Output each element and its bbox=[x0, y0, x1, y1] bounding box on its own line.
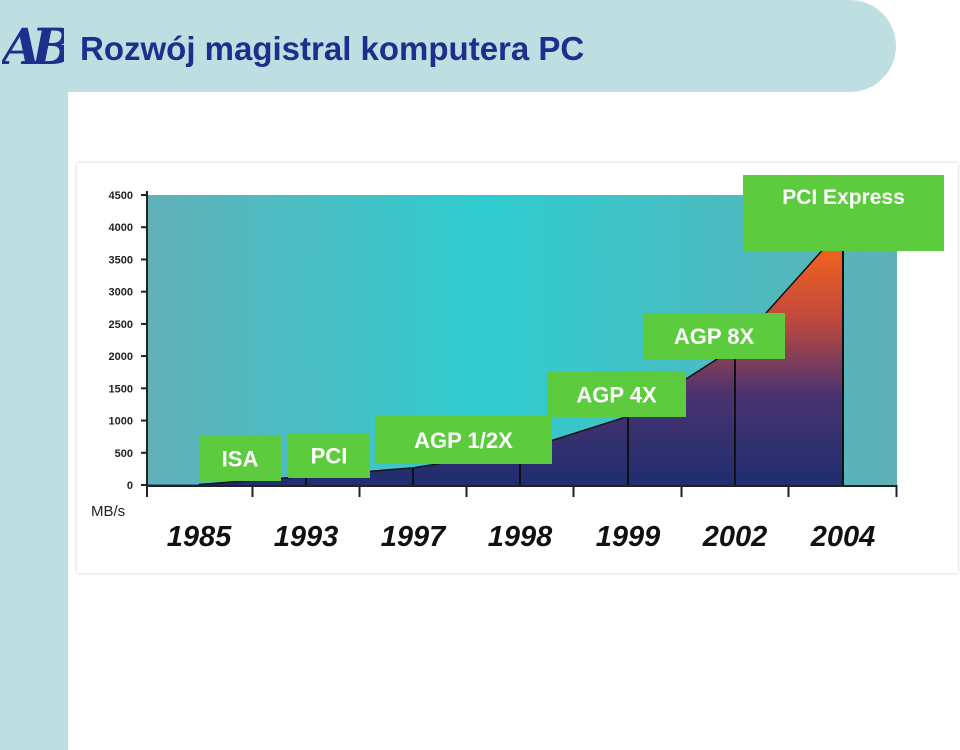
bus-label-box bbox=[199, 436, 281, 481]
bus-label-text: AGP 8X bbox=[674, 324, 755, 349]
bus-label-text: PCI bbox=[311, 444, 348, 469]
y-tick-label: 2000 bbox=[109, 351, 133, 363]
bus-label-text: AGP 1/2X bbox=[414, 428, 513, 453]
bus-label-box bbox=[547, 372, 686, 417]
y-unit-label: MB/s bbox=[91, 503, 125, 520]
bus-label-box bbox=[743, 175, 944, 251]
y-tick-label: 2500 bbox=[109, 319, 133, 331]
x-category-label: 2002 bbox=[702, 521, 768, 553]
header-band bbox=[0, 0, 896, 92]
x-category-label: 1998 bbox=[488, 521, 553, 553]
bus-label-text: PCI Express bbox=[782, 186, 905, 209]
y-tick-label: 3500 bbox=[109, 254, 133, 266]
bus-bandwidth-chart: 4500 4000 3500 3000 2500 2000 1500 1000 500 0MB/s… bbox=[91, 175, 944, 553]
x-category-label: 1997 bbox=[381, 521, 447, 553]
bandwidth-area bbox=[147, 227, 843, 485]
x-category-label: 1985 bbox=[167, 521, 232, 553]
x-category-label: 1993 bbox=[274, 521, 339, 553]
y-tick-label: 1500 bbox=[109, 383, 133, 395]
y-tick-label: 4000 bbox=[109, 222, 133, 234]
bus-label-box bbox=[643, 313, 785, 359]
bus-label-box bbox=[288, 433, 370, 478]
x-category-label: 1999 bbox=[596, 521, 661, 553]
y-tick-label: 3000 bbox=[109, 287, 133, 299]
bus-label-box bbox=[375, 416, 552, 464]
bus-label-text: AGP 4X bbox=[576, 383, 657, 408]
y-tick-label: 500 bbox=[115, 448, 133, 460]
logo: AB bbox=[2, 18, 64, 70]
bus-label-text: ISA bbox=[222, 447, 259, 472]
x-category-label: 2004 bbox=[810, 521, 876, 553]
logo-text: AB bbox=[2, 18, 64, 70]
left-band bbox=[0, 0, 68, 750]
slide-title: Rozwój magistral komputera PC bbox=[80, 30, 585, 67]
y-tick-label: 1000 bbox=[109, 416, 133, 428]
y-tick-label: 4500 bbox=[109, 190, 133, 202]
y-tick-label: 0 bbox=[127, 480, 133, 492]
chart-frame: 4500 4000 3500 3000 2500 2000 1500 1000 500 0 MB/s… bbox=[77, 163, 958, 573]
